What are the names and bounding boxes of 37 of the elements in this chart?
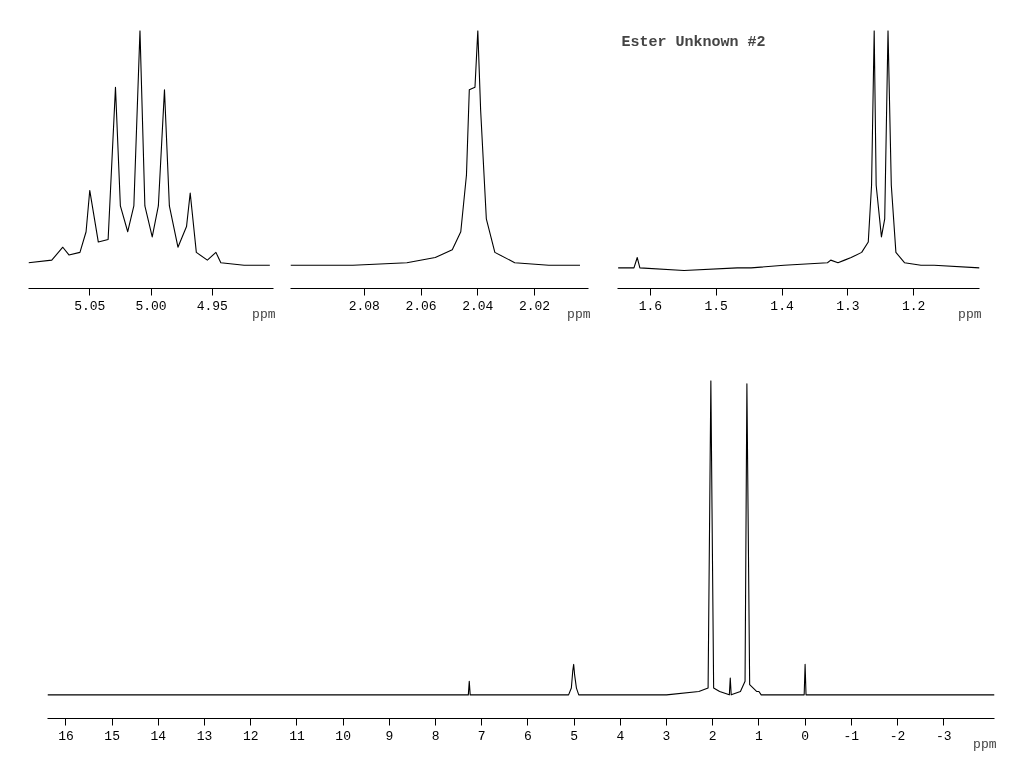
x-tick-label: -1 — [843, 728, 860, 744]
x-axis-title: ppm — [958, 307, 982, 322]
x-tick-label: 1.6 — [638, 298, 663, 314]
x-tick-label: 1.3 — [836, 298, 860, 314]
x-tick-label: 1.4 — [770, 298, 794, 314]
chart-title: Ester Unknown #2 — [621, 34, 766, 51]
x-tick-label: 2 — [708, 728, 717, 744]
x-tick-label: 2.02 — [518, 298, 551, 314]
x-axis-title: ppm — [567, 307, 591, 322]
x-tick-label: 14 — [150, 728, 167, 744]
x-tick-label: 2.04 — [462, 298, 494, 314]
x-tick-label: 5.00 — [135, 298, 167, 314]
x-tick-label: 6 — [524, 728, 532, 744]
x-tick-label: 12 — [242, 728, 259, 744]
x-tick-label: 9 — [385, 728, 394, 744]
x-tick-label: 1 — [755, 728, 763, 744]
x-tick-label: -3 — [935, 728, 952, 744]
x-tick-label: 10 — [335, 728, 351, 744]
x-tick-label: -2 — [889, 728, 906, 744]
x-tick-label: 3 — [662, 728, 671, 744]
x-tick-label: 0 — [801, 728, 810, 744]
x-tick-label: 11 — [289, 728, 305, 744]
x-tick-label: 5 — [570, 728, 579, 744]
x-tick-label: 15 — [104, 728, 120, 744]
x-tick-label: 16 — [58, 728, 74, 744]
x-tick-label: 2.08 — [348, 298, 380, 314]
x-tick-label: 1.5 — [704, 298, 728, 314]
x-tick-label: 2.06 — [405, 298, 437, 314]
x-tick-label: 7 — [477, 728, 486, 744]
x-tick-label: 4 — [616, 728, 625, 744]
x-axis-title: ppm — [973, 737, 997, 752]
x-tick-label: 4.95 — [196, 298, 228, 314]
x-tick-label: 1.2 — [901, 298, 926, 314]
x-axis-title: ppm — [252, 307, 276, 322]
x-tick-label: 8 — [431, 728, 440, 744]
x-tick-label: 5.05 — [74, 298, 106, 314]
x-tick-label: 13 — [196, 728, 213, 744]
